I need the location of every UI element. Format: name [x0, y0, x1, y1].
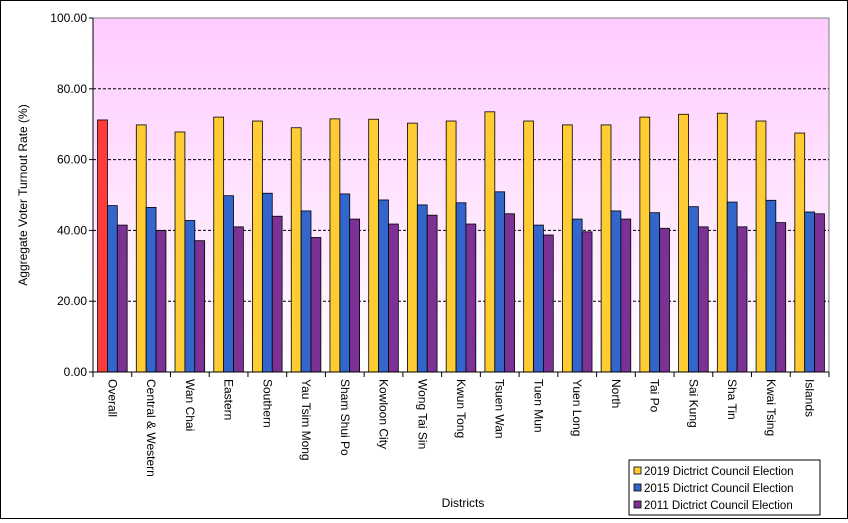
bar	[252, 120, 263, 373]
y-tick-label: 100.00	[50, 11, 87, 25]
bar	[107, 205, 118, 373]
legend-swatch	[633, 466, 642, 475]
bar	[368, 118, 379, 373]
bar	[561, 124, 573, 373]
bar	[426, 214, 438, 373]
bar	[716, 112, 728, 373]
x-tick-label: Kowloon City	[377, 379, 391, 449]
x-tick-label: Sham Shui Po	[338, 379, 352, 456]
y-tick-labels: 0.00 20.00 40.00 60.00 80.00 100.00	[50, 11, 87, 379]
bar	[533, 224, 544, 373]
x-tick-label: Kwun Tong	[454, 379, 468, 438]
bar	[543, 234, 554, 373]
legend-box	[628, 459, 821, 516]
bar	[135, 124, 147, 373]
x-tick-label: Overall	[105, 379, 119, 417]
bar	[194, 240, 206, 373]
legend-swatch	[633, 483, 642, 492]
bar	[600, 124, 612, 373]
bar	[649, 212, 661, 373]
bar	[213, 116, 225, 373]
x-tick-label: Wan Chai	[183, 379, 197, 431]
bar	[639, 116, 651, 373]
bar	[261, 192, 273, 373]
x-tick-label: North	[609, 379, 623, 408]
bar	[659, 227, 670, 373]
bar	[223, 195, 234, 373]
bar	[484, 111, 496, 373]
x-tick-label: Sha Tin	[725, 379, 739, 420]
y-axis-title: Aggregate Voter Turnout Rate (%)	[16, 104, 30, 285]
bar	[271, 215, 283, 373]
bar	[329, 118, 341, 373]
bar	[407, 122, 418, 373]
x-tick-label: Tuen Mun	[531, 379, 545, 433]
bar	[794, 132, 806, 373]
bar	[581, 231, 593, 373]
x-tick-label: Central & Western	[144, 379, 158, 477]
bar	[233, 226, 244, 373]
bar	[814, 213, 825, 373]
bar	[678, 113, 689, 373]
bar	[688, 206, 699, 373]
bar	[610, 210, 622, 373]
x-tick-label: Islands	[803, 379, 817, 417]
bar	[290, 127, 302, 373]
bar	[174, 131, 186, 373]
legend-label: 2011 Dictrict Council Election	[644, 500, 793, 512]
bar	[339, 193, 351, 373]
bar	[736, 226, 748, 373]
bar	[145, 206, 157, 373]
x-tick-label: Wong Tai Sin	[415, 379, 429, 449]
x-tick-label: Kwai Tsing	[764, 379, 778, 436]
bar	[388, 223, 399, 373]
y-tick-label: 60.00	[57, 153, 87, 167]
x-tick-label: Yuen Long	[570, 379, 584, 436]
x-tick-label: Southern	[260, 379, 274, 428]
legend-label: 2019 Dictrict Council Election	[644, 466, 794, 478]
bar	[465, 223, 477, 373]
bar	[523, 120, 534, 373]
bar	[155, 229, 167, 373]
x-tick-label: Sai Kung	[686, 379, 700, 428]
y-tick-label: 40.00	[57, 223, 87, 237]
bar	[775, 222, 787, 373]
x-tick-label: Tsuen Wan	[493, 379, 507, 439]
bar	[765, 199, 777, 373]
bar	[416, 204, 428, 373]
bar	[455, 202, 467, 373]
bar	[804, 211, 815, 373]
x-tick-label: Eastern	[222, 379, 236, 420]
bar	[310, 237, 322, 373]
x-tick-label: Yau Tsim Mong	[299, 379, 313, 461]
x-tick-labels: Overall Central & Western Wan Chai Eastern S…	[92, 372, 830, 477]
x-tick-label: Tai Po	[648, 379, 662, 413]
bar	[300, 210, 312, 373]
bar	[97, 119, 108, 373]
bar	[378, 199, 389, 373]
x-axis-title: Districts	[442, 496, 485, 510]
bar	[697, 226, 709, 373]
bar	[571, 218, 583, 373]
bar	[184, 220, 196, 373]
bar	[620, 218, 632, 373]
y-tick-label: 20.00	[57, 294, 87, 308]
legend: 2019 Dictrict Council Election 2015 Dictr…	[628, 459, 821, 516]
legend-label: 2015 Dictrict Council Election	[644, 483, 794, 495]
bar	[494, 191, 506, 373]
bar	[504, 213, 515, 373]
legend-swatch	[633, 500, 642, 509]
bar	[755, 120, 767, 373]
bar	[445, 120, 457, 373]
bar	[726, 201, 738, 373]
y-tick-label: 80.00	[57, 82, 87, 96]
y-tick-label: 0.00	[64, 365, 88, 379]
bar	[349, 218, 361, 373]
bar	[116, 224, 128, 373]
